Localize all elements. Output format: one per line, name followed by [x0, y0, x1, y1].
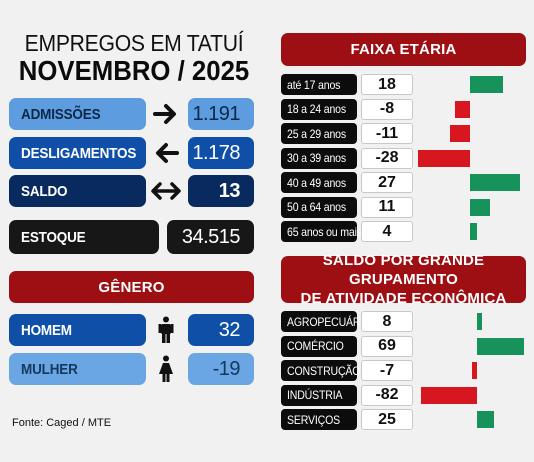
age-row-label: 50 a 64 anos — [281, 196, 357, 218]
sector-row-label: SERVIÇOS — [281, 409, 357, 430]
page-subtitle: NOVEMBRO / 2025 — [18, 55, 250, 86]
page-title: EMPREGOS EM TATUÍ — [24, 30, 244, 56]
age-header: FAIXA ETÁRIA — [281, 33, 526, 66]
admissoes-label: ADMISSÕES — [9, 98, 146, 130]
age-chart: até 17 anos 18 18 a 24 anos -8 25 a 29 anos -… — [281, 74, 526, 244]
age-row-bar — [470, 198, 491, 216]
sector-row-value: 25 — [361, 409, 413, 430]
man-icon — [151, 315, 181, 345]
age-row-value: -11 — [361, 123, 413, 144]
age-row-value: 11 — [361, 196, 413, 218]
estoque-value: 34.515 — [167, 220, 254, 254]
sector-row-bar — [472, 362, 477, 379]
sector-row-value: -82 — [361, 384, 413, 406]
desligamentos-value: 1.178 — [188, 137, 254, 169]
estoque-label: ESTOQUE — [9, 220, 159, 254]
gender-header: GÊNERO — [9, 271, 254, 303]
age-row-bar — [455, 100, 470, 118]
age-row-label: 65 anos ou mais — [281, 221, 362, 242]
sector-row-label: INDÚSTRIA — [281, 384, 357, 406]
age-row-label: até 17 anos — [281, 74, 357, 95]
age-row-value: 4 — [361, 221, 413, 242]
mulher-value: -19 — [188, 353, 254, 385]
admissoes-value: 1.191 — [188, 98, 254, 130]
arrow-right-icon — [151, 99, 181, 129]
sector-row-label: CONSTRUÇÃO — [281, 360, 361, 381]
arrow-left-icon — [151, 138, 181, 168]
source-note: Fonte: Caged / MTE — [12, 417, 112, 429]
sector-row-value: -7 — [361, 360, 413, 381]
age-row-bar — [449, 125, 470, 142]
sector-row-label: AGROPECUÁRIA — [281, 311, 370, 332]
sector-row-bar — [477, 411, 494, 428]
age-row-label: 25 a 29 anos — [281, 123, 357, 144]
sector-title-line1: SALDO POR GRANDE GRUPAMENTO — [322, 252, 485, 288]
sector-row-value: 69 — [361, 335, 413, 357]
homem-label: HOMEM — [9, 314, 146, 346]
sector-title-line2: DE ATIVIDADE ECONÔMICA — [300, 290, 507, 307]
arrow-both-icon — [149, 176, 183, 206]
saldo-value: 13 — [188, 175, 254, 207]
woman-icon — [151, 354, 181, 384]
sector-row-bar — [421, 386, 477, 404]
sector-row-bar — [477, 337, 524, 355]
age-row-bar — [417, 149, 470, 167]
age-row-bar — [470, 76, 504, 93]
mulher-label: MULHER — [9, 353, 146, 385]
age-row-label: 30 a 39 anos — [281, 147, 357, 169]
age-row-bar — [470, 223, 478, 240]
sector-header: SALDO POR GRANDE GRUPAMENTO DE ATIVIDADE… — [281, 252, 526, 307]
age-row-label: 40 a 49 anos — [281, 172, 357, 193]
sector-row-label: COMÉRCIO — [281, 335, 357, 357]
sector-row-bar — [477, 313, 483, 330]
homem-value: 32 — [188, 314, 254, 346]
age-row-value: 18 — [361, 74, 413, 95]
desligamentos-label: DESLIGAMENTOS — [9, 137, 146, 169]
age-row-value: -8 — [361, 98, 413, 120]
sector-chart: AGROPECUÁRIA 8 COMÉRCIO 69 CONSTRUÇÃO -7 INDÚS… — [281, 311, 526, 436]
saldo-label: SALDO — [9, 175, 146, 207]
age-row-value: -28 — [361, 147, 413, 169]
age-row-value: 27 — [361, 172, 413, 193]
age-row-label: 18 a 24 anos — [281, 98, 357, 120]
age-row-bar — [470, 174, 521, 191]
sector-row-value: 8 — [361, 311, 413, 332]
